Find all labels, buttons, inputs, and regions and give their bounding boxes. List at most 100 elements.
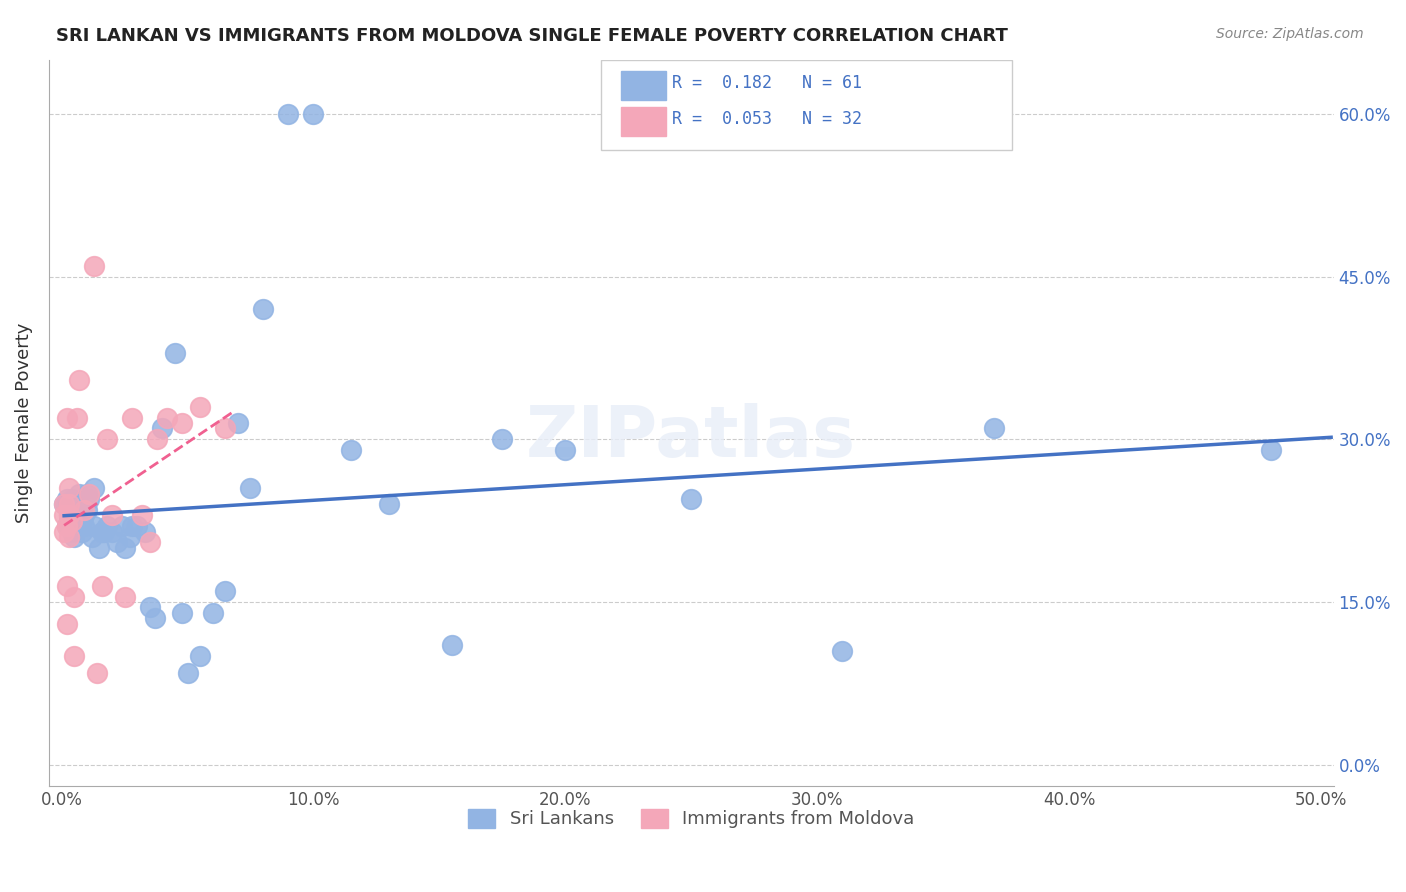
Point (67, 497, 90, 511)
Point (80, 530, 103, 544)
Point (60, 491, 83, 506)
Point (172, 606, 194, 620)
Point (172, 416, 194, 430)
Point (378, 497, 401, 511)
Point (70, 514, 93, 528)
Point (214, 421, 236, 435)
Point (101, 508, 124, 523)
Text: Source: ZipAtlas.com: Source: ZipAtlas.com (1216, 27, 1364, 41)
Point (96, 519, 118, 533)
Point (89, 541, 111, 555)
Point (66, 410, 89, 425)
Text: R =  0.053   N = 32: R = 0.053 N = 32 (672, 111, 862, 128)
Point (340, 443, 363, 458)
Point (66, 514, 89, 528)
Point (83, 259, 105, 273)
Point (214, 584, 236, 599)
Point (127, 519, 149, 533)
Point (53, 524, 76, 539)
Point (83, 481, 105, 495)
Point (163, 345, 186, 359)
Point (63, 590, 86, 604)
Point (201, 606, 224, 620)
Point (77, 491, 100, 506)
Point (66, 519, 89, 533)
Point (55, 519, 77, 533)
Point (55, 491, 77, 506)
FancyBboxPatch shape (620, 70, 665, 100)
Point (60, 524, 83, 539)
Point (150, 421, 173, 435)
Point (90, 524, 112, 539)
Point (55, 519, 77, 533)
Point (53, 497, 76, 511)
Point (146, 433, 169, 447)
Point (53, 497, 76, 511)
Point (70, 524, 93, 539)
Point (1260, 443, 1282, 458)
FancyBboxPatch shape (620, 107, 665, 136)
Point (55, 579, 77, 593)
Point (63, 503, 86, 517)
Point (58, 519, 80, 533)
Point (983, 421, 1005, 435)
Point (681, 491, 703, 506)
Point (188, 400, 211, 414)
Point (302, 107, 325, 121)
Text: ZIPatlas: ZIPatlas (526, 403, 856, 472)
Point (58, 514, 80, 528)
Point (90, 579, 112, 593)
Point (156, 410, 179, 425)
Point (440, 639, 463, 653)
Text: R =  0.182   N = 61: R = 0.182 N = 61 (672, 74, 862, 92)
Point (105, 535, 128, 549)
Y-axis label: Single Female Poverty: Single Female Poverty (15, 323, 32, 524)
Point (554, 443, 576, 458)
Text: SRI LANKAN VS IMMIGRANTS FROM MOLDOVA SINGLE FEMALE POVERTY CORRELATION CHART: SRI LANKAN VS IMMIGRANTS FROM MOLDOVA SI… (56, 27, 1008, 45)
Point (138, 600, 160, 615)
Point (491, 433, 513, 447)
Point (58, 508, 80, 523)
Legend: Sri Lankans, Immigrants from Moldova: Sri Lankans, Immigrants from Moldova (461, 802, 922, 836)
Point (76, 503, 98, 517)
Point (63, 519, 86, 533)
Point (58, 530, 80, 544)
Point (111, 519, 134, 533)
Point (55, 616, 77, 631)
Point (121, 410, 143, 425)
Point (101, 524, 124, 539)
Point (252, 302, 274, 317)
Point (114, 541, 136, 555)
Point (67, 373, 90, 387)
Point (53, 508, 76, 523)
Point (76, 486, 98, 500)
Point (239, 481, 262, 495)
Point (131, 508, 153, 523)
Point (58, 497, 80, 511)
Point (77, 486, 100, 500)
Point (134, 524, 156, 539)
Point (60, 514, 83, 528)
Point (58, 481, 80, 495)
Point (831, 644, 853, 658)
Point (188, 649, 211, 664)
Point (226, 416, 249, 430)
Point (96, 433, 118, 447)
Point (73, 503, 96, 517)
Point (176, 665, 198, 680)
Point (86, 665, 108, 680)
Point (121, 519, 143, 533)
Point (55, 410, 77, 425)
Point (118, 530, 141, 544)
FancyBboxPatch shape (602, 60, 1012, 151)
Point (114, 590, 136, 604)
Point (63, 649, 86, 664)
Point (63, 530, 86, 544)
Point (73, 508, 96, 523)
Point (93, 524, 115, 539)
Point (143, 611, 166, 625)
Point (277, 107, 299, 121)
Point (138, 535, 160, 549)
Point (83, 519, 105, 533)
Point (60, 508, 83, 523)
